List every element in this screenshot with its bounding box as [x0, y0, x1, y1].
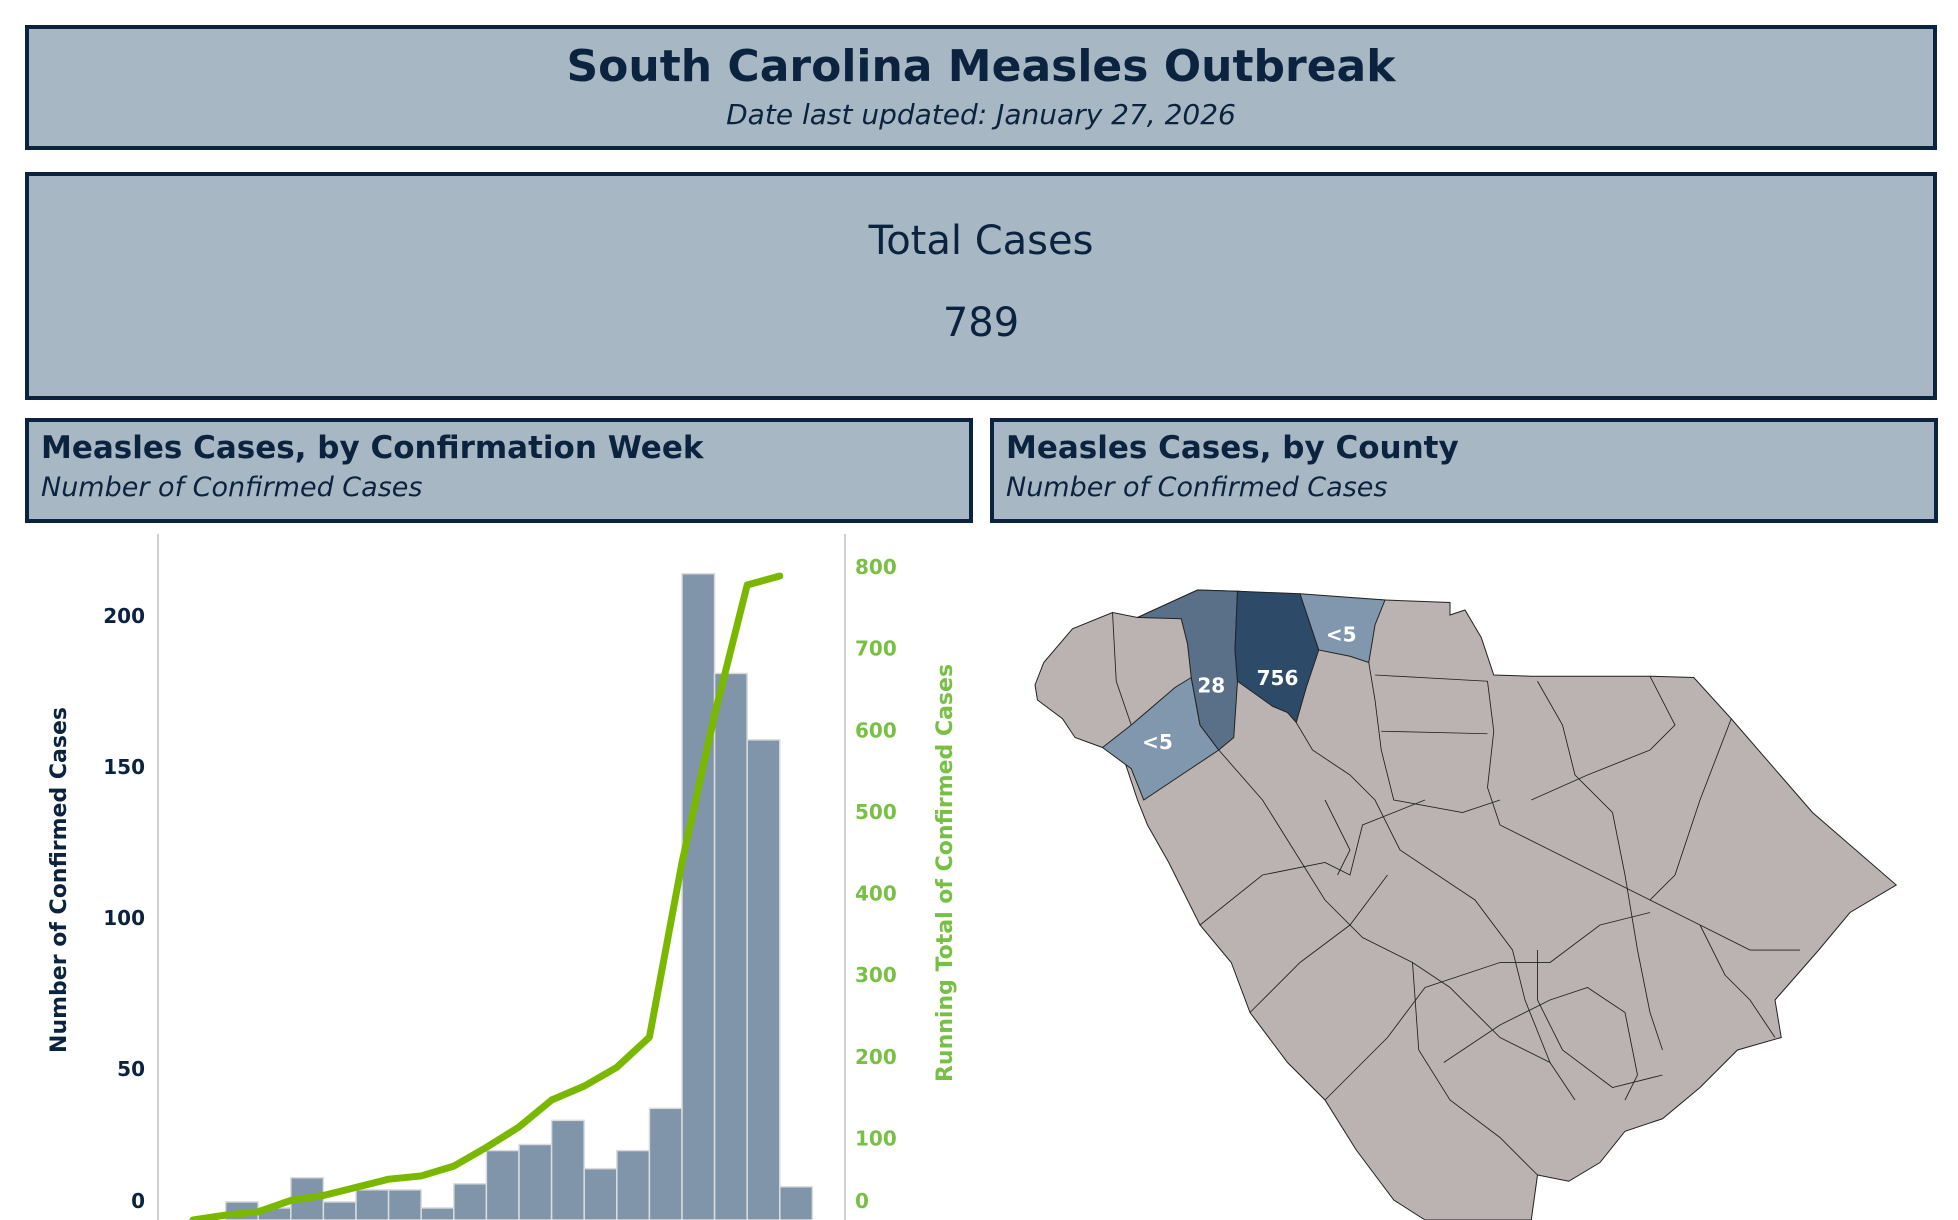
y2-tick-label: 0: [855, 1189, 869, 1213]
bar-W5: [322, 1201, 357, 1220]
bar-W19: [779, 1186, 814, 1220]
weekly-chart-header: Measles Cases, by Confirmation Week Numb…: [25, 418, 973, 523]
y2-tick-label: 600: [855, 718, 897, 742]
bar-W15: [648, 1107, 683, 1220]
bar-W14: [616, 1149, 651, 1220]
bar-W12: [550, 1119, 585, 1220]
title-banner: South Carolina Measles Outbreak Date las…: [25, 25, 1937, 150]
state-outline: [1034, 589, 1898, 1220]
right-axis-title: Running Total of Confirmed Cases: [933, 664, 958, 1082]
county-greenville: [1137, 589, 1239, 751]
county-borders: [1112, 612, 1800, 1176]
y2-tick-label: 800: [855, 555, 897, 579]
y-tick-label: 0: [131, 1189, 145, 1213]
bar-W16: [681, 572, 716, 1220]
county-label-cherokee: <5: [1326, 622, 1357, 646]
y-tick-label: 50: [117, 1057, 145, 1081]
county-map-header: Measles Cases, by County Number of Confi…: [990, 418, 1938, 523]
county-map-title: Measles Cases, by County: [1006, 430, 1459, 466]
running-total-line: [189, 572, 784, 1220]
bar-W9: [453, 1183, 488, 1220]
total-cases-value: 789: [942, 300, 1020, 346]
page-title: South Carolina Measles Outbreak: [566, 41, 1396, 92]
y-tick-label: 150: [103, 755, 145, 779]
bar-W10: [485, 1149, 520, 1220]
bar-W11: [518, 1143, 553, 1220]
y-tick-label: 200: [103, 604, 145, 628]
county-map: 28 756 <5 <5: [1034, 589, 1898, 1220]
county-map-subtitle: Number of Confirmed Cases: [1006, 472, 1388, 503]
bar-W17: [713, 672, 748, 1220]
y-tick-label: 100: [103, 906, 145, 930]
bar-W13: [583, 1167, 618, 1220]
y2-tick-label: 300: [855, 963, 897, 987]
y2-tick-label: 200: [855, 1045, 897, 1069]
left-axis-title: Number of Confirmed Cases: [47, 707, 72, 1053]
last-updated-date: Date last updated: January 27, 2026: [726, 98, 1236, 131]
y2-tick-label: 400: [855, 882, 897, 906]
y2-tick-label: 100: [855, 1126, 897, 1150]
county-label-spartanburg: 756: [1257, 666, 1299, 690]
y2-tick-label: 700: [855, 637, 897, 661]
y2-tick-label: 500: [855, 800, 897, 824]
total-cases-label: Total Cases: [868, 218, 1094, 264]
bar-W18: [746, 739, 781, 1220]
weekly-chart-subtitle: Number of Confirmed Cases: [41, 472, 423, 503]
weekly-chart-title: Measles Cases, by Confirmation Week: [41, 430, 704, 466]
county-label-anderson: <5: [1142, 730, 1173, 754]
county-cherokee: [1299, 593, 1386, 664]
county-label-greenville: 28: [1197, 674, 1225, 698]
bar-W7: [387, 1189, 422, 1220]
bar-W8: [420, 1207, 455, 1220]
bar-W6: [355, 1189, 390, 1220]
total-cases-card: Total Cases 789: [25, 172, 1937, 400]
weekly-cases-chart: 0 50 100 150 200 0 100 200 300 400 500 600 700 800 N…: [47, 534, 958, 1220]
